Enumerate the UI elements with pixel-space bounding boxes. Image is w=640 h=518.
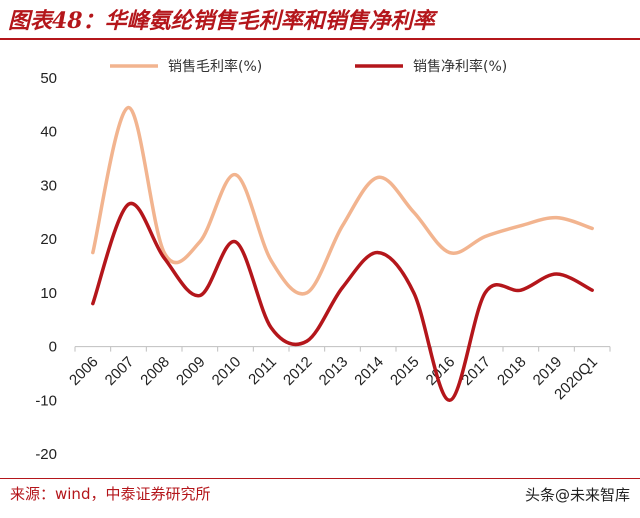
x-tick-label: 2006 bbox=[66, 353, 102, 389]
x-tick-label: 2008 bbox=[137, 353, 173, 389]
series-line-gross-margin bbox=[91, 105, 594, 296]
data-point bbox=[234, 240, 237, 244]
data-point bbox=[341, 285, 344, 289]
data-point bbox=[519, 288, 523, 292]
data-point bbox=[483, 291, 487, 295]
x-tick-label: 2014 bbox=[351, 353, 387, 389]
y-tick-label: 10 bbox=[40, 285, 57, 302]
data-point bbox=[269, 326, 273, 330]
data-point bbox=[555, 272, 558, 276]
y-tick-label: -10 bbox=[35, 392, 57, 409]
y-tick-label: 40 bbox=[40, 124, 57, 141]
y-axis: -20 -10 0 10 20 30 40 50 bbox=[35, 70, 57, 463]
data-point bbox=[162, 256, 166, 260]
x-tick-label: 2012 bbox=[280, 353, 316, 389]
x-tick-label: 2013 bbox=[316, 353, 352, 389]
x-tick-label: 2007 bbox=[102, 353, 138, 389]
x-tick-label: 2015 bbox=[387, 353, 423, 389]
legend-label: 销售净利率(%) bbox=[413, 58, 507, 75]
data-point bbox=[376, 175, 380, 179]
data-point bbox=[305, 339, 309, 343]
data-point bbox=[91, 251, 95, 255]
chart-legend: 销售毛利率(%) 销售净利率(%) bbox=[110, 58, 507, 75]
data-point bbox=[198, 294, 202, 298]
data-point bbox=[448, 398, 451, 402]
data-point bbox=[127, 106, 130, 110]
source-note: 来源：wind，中泰证券研究所 bbox=[10, 485, 211, 503]
data-point bbox=[590, 226, 594, 230]
series-lines bbox=[91, 105, 594, 403]
x-axis: 2006 2007 2008 2009 2010 2011 2012 2013 2014 2015… bbox=[66, 346, 611, 403]
data-point bbox=[555, 216, 558, 220]
x-tick-label: 2018 bbox=[494, 353, 530, 389]
data-point bbox=[483, 234, 487, 238]
x-tick-label: 2010 bbox=[209, 353, 245, 389]
data-point bbox=[590, 288, 594, 292]
chart-title: 图表48：华峰氨纶销售毛利率和销售净利率 bbox=[8, 8, 435, 34]
data-point bbox=[412, 210, 416, 214]
data-point bbox=[341, 224, 344, 228]
data-point bbox=[127, 202, 130, 206]
title-divider bbox=[0, 38, 640, 40]
data-point bbox=[519, 224, 523, 228]
y-tick-label: 0 bbox=[49, 339, 57, 356]
watermark: 头条@未来智库 bbox=[524, 486, 630, 504]
data-point bbox=[91, 302, 95, 306]
data-point bbox=[412, 291, 416, 295]
data-point bbox=[162, 251, 166, 255]
x-tick-label: 2011 bbox=[245, 353, 280, 388]
y-tick-label: 20 bbox=[40, 231, 57, 248]
data-point bbox=[198, 240, 202, 244]
source-divider bbox=[0, 478, 640, 479]
data-point bbox=[448, 251, 451, 255]
y-tick-label: 30 bbox=[40, 177, 57, 194]
data-point bbox=[376, 251, 380, 255]
y-tick-label: 50 bbox=[40, 70, 57, 87]
x-tick-label: 2009 bbox=[173, 353, 209, 389]
legend-label: 销售毛利率(%) bbox=[168, 58, 262, 75]
data-point bbox=[234, 173, 237, 177]
data-point bbox=[269, 259, 273, 263]
data-point bbox=[305, 291, 309, 295]
y-tick-label: -20 bbox=[35, 446, 57, 463]
